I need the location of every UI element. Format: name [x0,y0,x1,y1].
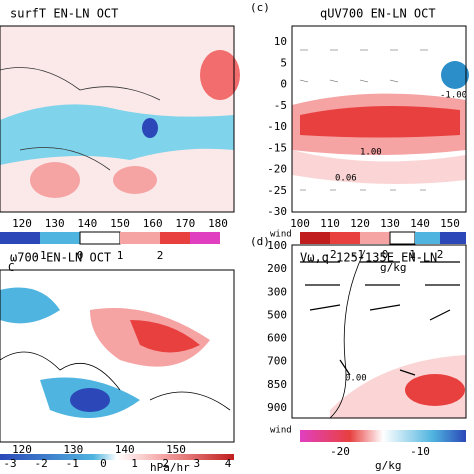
y-tick-label: -15 [267,141,287,154]
tick-label: 140 [410,217,430,230]
tick-label: 150 [110,217,130,230]
unit: g/kg [375,459,402,472]
panel-d-map [291,244,467,419]
y-tick-label: -10 [267,120,287,133]
tick-label: 2 [437,248,444,261]
tick-label: -3 [3,457,16,470]
tick-label: 180 [208,217,228,230]
y-tick-label: -20 [267,163,287,176]
y-tick-label: 500 [267,308,287,321]
y-tick-label: -30 [267,205,287,218]
wind-label: wind [270,426,292,436]
tick-label: 4 [225,457,232,470]
unit: g/kg [380,261,407,274]
tick-label: 0 [100,457,107,470]
y-tick-label: 900 [267,401,287,414]
panel-title: qUV700 EN-LN OCT [320,7,436,21]
panel-a-map [0,25,240,213]
y-tick-label: 200 [267,262,287,275]
tick-label: 0 [77,249,84,262]
y-tick-label: -25 [267,184,287,197]
tick-label: 140 [77,217,97,230]
tick-label: 100 [290,217,310,230]
panel-label: (c) [250,1,270,14]
panel-title: surfT EN-LN OCT [10,7,118,21]
y-tick-label: 600 [267,332,287,345]
tick-label: 120 [12,217,32,230]
unit: hPa/hr [150,461,190,474]
panel-b-map [0,269,235,443]
contour-label: 0.06 [335,174,357,184]
tick-label: -1 [33,249,46,262]
contour-label: 1.00 [360,148,382,158]
tick-label: 1 [409,248,416,261]
tick-label: 150 [440,217,460,230]
contour-label: 0.00 [345,374,367,384]
panel-title: Vω,q 125-135E EN-LN [300,251,437,265]
tick-label: 170 [175,217,195,230]
tick-label: 140 [115,443,135,456]
tick-label: -10 [410,445,430,458]
panel-c-map [291,25,469,213]
tick-label: 150 [166,443,186,456]
unit: C [8,261,15,274]
tick-label: 0 [382,248,389,261]
y-tick-label: 700 [267,355,287,368]
tick-label: 120 [12,443,32,456]
tick-label: 130 [63,443,83,456]
tick-label: 1 [131,457,138,470]
tick-label: 120 [350,217,370,230]
tick-label: 3 [194,457,201,470]
tick-label: 130 [45,217,65,230]
panel-title: ω700 EN-LN OCT [10,251,111,265]
tick-label: -1 [66,457,79,470]
tick-label: 2 [162,457,169,470]
tick-label: -1 [351,248,364,261]
panel-label: (d) [250,235,270,248]
tick-label: 160 [143,217,163,230]
colorbars [0,231,466,460]
tick-label: 110 [320,217,340,230]
tick-label: 1 [117,249,124,262]
y-tick-label: 300 [267,285,287,298]
contour-label: -1.00 [440,91,467,101]
tick-label: 2 [157,249,164,262]
tick-label: -20 [330,445,350,458]
tick-label: -2 [323,248,336,261]
y-tick-label: 850 [267,378,287,391]
y-tick-label: 10 [274,35,287,48]
y-tick-label: 5 [280,56,287,69]
y-tick-label: 100 [267,239,287,252]
tick-label: 130 [380,217,400,230]
tick-label: -2 [35,457,48,470]
y-tick-label: -5 [274,99,287,112]
y-tick-label: 0 [280,78,287,91]
wind-label: wind [270,230,292,240]
